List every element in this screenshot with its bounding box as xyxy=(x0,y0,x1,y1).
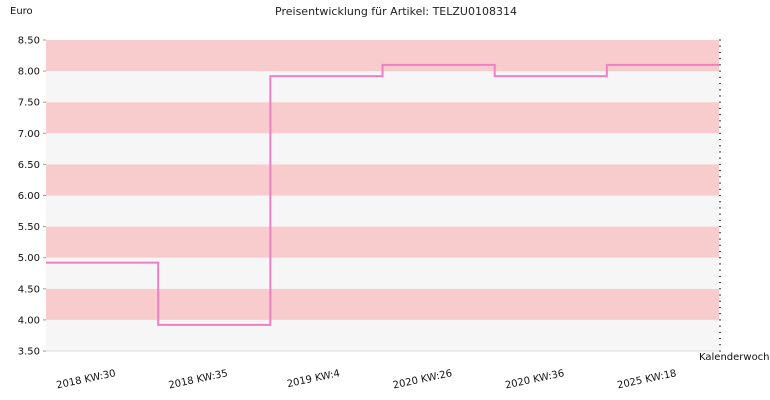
y-tick-label: 8.50 xyxy=(18,36,40,47)
x-tick-label: 2025 KW:18 xyxy=(616,368,677,391)
y-tick-label: 8.00 xyxy=(18,67,40,78)
grid-band xyxy=(46,319,719,351)
x-tick-label: 2018 KW:30 xyxy=(56,368,117,391)
grid-band xyxy=(46,195,719,227)
y-tick-label: 4.50 xyxy=(18,284,40,295)
price-series-line xyxy=(46,63,719,326)
x-axis-label: Kalenderwoche xyxy=(699,352,770,363)
y-tick-label: 5.00 xyxy=(18,253,40,264)
y-tick-label: 7.50 xyxy=(18,98,40,109)
grid-band xyxy=(46,226,719,258)
y-tick-label: 6.50 xyxy=(18,160,40,171)
grid-band xyxy=(46,164,719,196)
y-tick-label: 4.00 xyxy=(18,315,40,326)
chart-title: Preisentwicklung für Artikel: TELZU01083… xyxy=(275,5,517,18)
grid-band xyxy=(46,133,719,165)
x-tick-label: 2020 KW:26 xyxy=(392,368,453,391)
y-tick-label: 6.00 xyxy=(18,191,40,202)
x-axis: 2018 KW:30 2018 KW:35 2019 KW:4 2020 KW:26 2… xyxy=(56,368,678,391)
x-tick-label: 2019 KW:4 xyxy=(286,368,341,390)
y-tick-label: 3.50 xyxy=(18,347,40,358)
y-axis-label: Euro xyxy=(10,6,33,17)
grid-band xyxy=(46,288,719,320)
grid-band xyxy=(46,102,719,134)
y-tick-label: 5.50 xyxy=(18,222,40,233)
series-group xyxy=(46,63,719,326)
y-tick-label: 7.00 xyxy=(18,129,40,140)
background-bands xyxy=(46,40,719,351)
y-axis: 3.50 4.00 4.50 5.00 5.50 6.00 6.50 7.00 7.50 8.00… xyxy=(18,36,721,358)
x-tick-label: 2020 KW:36 xyxy=(504,368,565,391)
x-tick-label: 2018 KW:35 xyxy=(168,368,229,391)
